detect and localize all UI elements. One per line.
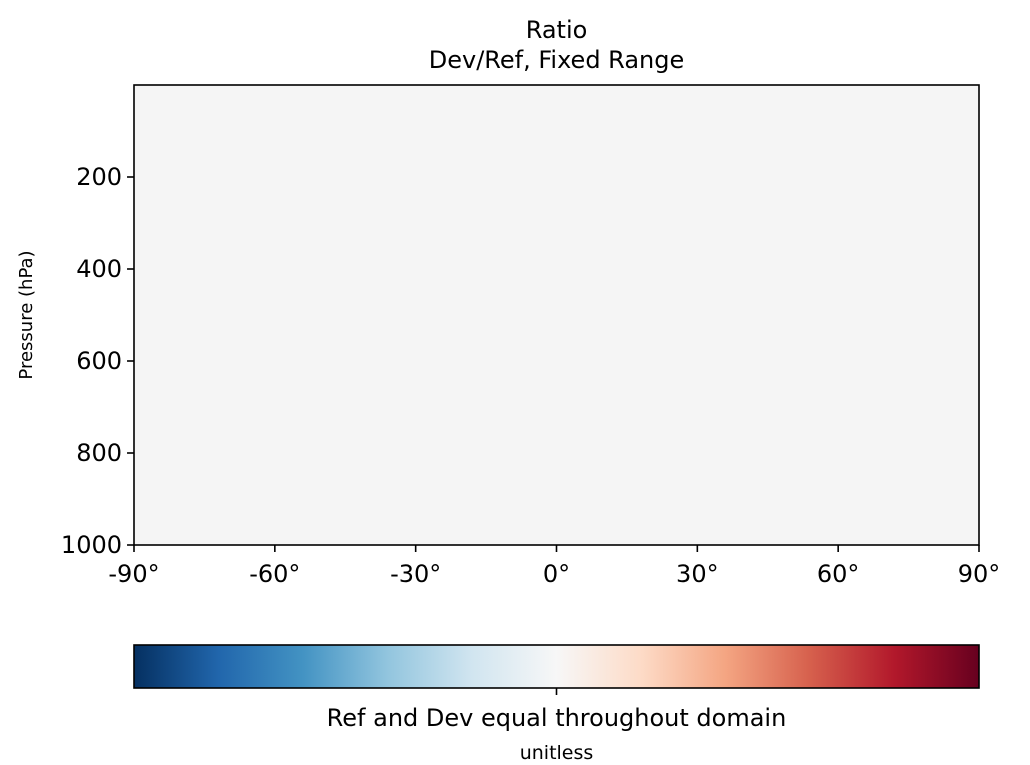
x-tick-label: 0°	[543, 560, 570, 588]
y-tick-label: 1000	[61, 531, 122, 559]
x-tick-label: 60°	[817, 560, 860, 588]
y-tick-label: 600	[76, 347, 122, 375]
colorbar-label: unitless	[520, 742, 594, 764]
x-tick-label: -30°	[390, 560, 441, 588]
chart-title: Ratio	[526, 16, 588, 44]
x-tick-label: 30°	[676, 560, 719, 588]
colorbar	[133, 644, 980, 689]
chart-subtitle: Dev/Ref, Fixed Range	[429, 46, 685, 74]
y-tick-label: 800	[76, 439, 122, 467]
x-tick-label: 90°	[958, 560, 1001, 588]
plot-area	[133, 84, 980, 546]
y-axis-label: Pressure (hPa)	[16, 250, 37, 379]
y-tick-label: 400	[76, 255, 122, 283]
x-tick-label: -60°	[249, 560, 300, 588]
x-tick-label: -90°	[108, 560, 159, 588]
y-tick-label: 200	[76, 163, 122, 191]
colorbar-tick-label: Ref and Dev equal throughout domain	[327, 704, 787, 732]
y-axis-ticks: 200 400 600 800 1000	[61, 163, 134, 559]
x-axis-ticks: -90° -60° -30° 0° 30° 60° 90°	[108, 545, 1000, 588]
